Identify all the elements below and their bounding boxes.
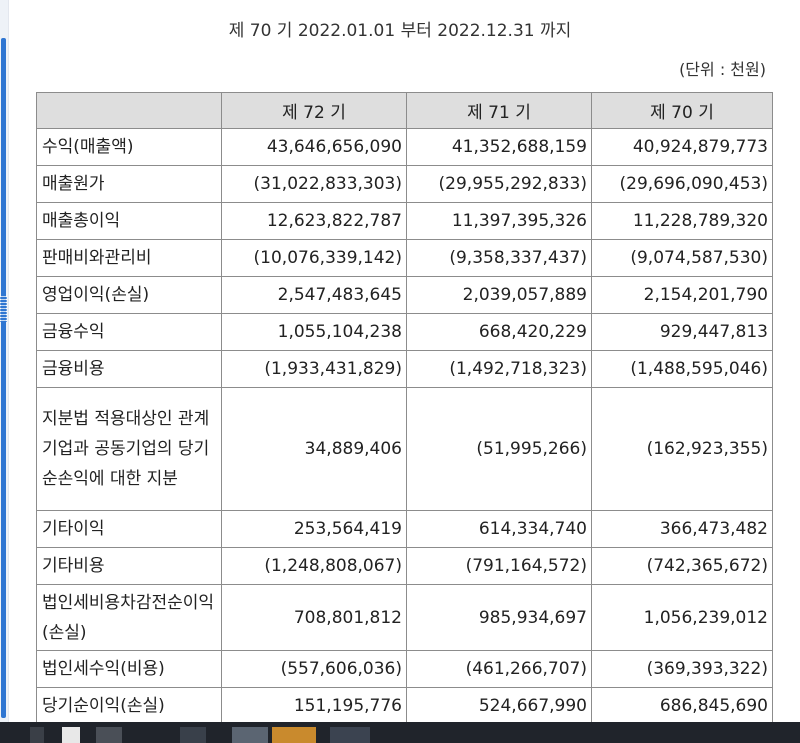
table-row: 영업이익(손실) 2,547,483,645 2,039,057,889 2,1… <box>36 276 773 314</box>
table-cell: 1,055,104,238 <box>221 313 407 351</box>
table-cell: (791,164,572) <box>406 547 592 585</box>
row-label: 매출원가 <box>36 165 222 203</box>
table-cell: 686,845,690 <box>591 687 773 725</box>
unit-label: (단위 : 천원) <box>679 60 766 79</box>
row-label: 영업이익(손실) <box>36 276 222 314</box>
taskbar-app-icon[interactable] <box>330 727 370 743</box>
table-cell: 253,564,419 <box>221 510 407 548</box>
table-row: 법인세수익(비용) (557,606,036) (461,266,707) (3… <box>36 650 773 688</box>
table-cell: 2,039,057,889 <box>406 276 592 314</box>
table-cell: 11,228,789,320 <box>591 202 773 240</box>
row-label: 매출총이익 <box>36 202 222 240</box>
table-cell: 151,195,776 <box>221 687 407 725</box>
taskbar-app-icon[interactable] <box>96 727 122 743</box>
table-row: 당기순이익(손실) 151,195,776 524,667,990 686,84… <box>36 687 773 725</box>
table-cell: (1,492,718,323) <box>406 350 592 388</box>
table-cell: (10,076,339,142) <box>221 239 407 277</box>
table-cell: 929,447,813 <box>591 313 773 351</box>
table-cell: (9,358,337,437) <box>406 239 592 277</box>
column-header: 제 70 기 <box>591 92 773 129</box>
table-row: 매출총이익 12,623,822,787 11,397,395,326 11,2… <box>36 202 773 240</box>
table-cell: 985,934,697 <box>406 584 592 651</box>
table-cell: 2,154,201,790 <box>591 276 773 314</box>
table-cell: 41,352,688,159 <box>406 128 592 166</box>
income-statement-table: 제 72 기 제 71 기 제 70 기 수익(매출액) 43,646,656,… <box>36 92 773 725</box>
table-row: 법인세비용차감전순이익(손실) 708,801,812 985,934,697 … <box>36 584 773 651</box>
column-header <box>36 92 222 129</box>
table-cell: (9,074,587,530) <box>591 239 773 277</box>
table-cell: 366,473,482 <box>591 510 773 548</box>
row-label: 당기순이익(손실) <box>36 687 222 725</box>
taskbar-app-icon[interactable] <box>232 727 268 743</box>
table-cell: (461,266,707) <box>406 650 592 688</box>
row-label: 기타이익 <box>36 510 222 548</box>
scrollbar-grip-icon <box>0 296 7 322</box>
row-label: 금융비용 <box>36 350 222 388</box>
taskbar <box>0 722 800 743</box>
table-row: 수익(매출액) 43,646,656,090 41,352,688,159 40… <box>36 128 773 166</box>
table-cell: 708,801,812 <box>221 584 407 651</box>
table-row: 기타비용 (1,248,808,067) (791,164,572) (742,… <box>36 547 773 585</box>
taskbar-app-icon[interactable] <box>62 727 80 743</box>
table-cell: 11,397,395,326 <box>406 202 592 240</box>
table-cell: (29,955,292,833) <box>406 165 592 203</box>
table-cell: (557,606,036) <box>221 650 407 688</box>
table-cell: 668,420,229 <box>406 313 592 351</box>
table-cell: 34,889,406 <box>221 387 407 511</box>
table-cell: 614,334,740 <box>406 510 592 548</box>
row-label: 법인세비용차감전순이익(손실) <box>36 584 222 651</box>
table-cell: (742,365,672) <box>591 547 773 585</box>
row-label: 기타비용 <box>36 547 222 585</box>
table-cell: 2,547,483,645 <box>221 276 407 314</box>
table-header-row: 제 72 기 제 71 기 제 70 기 <box>36 92 773 129</box>
table-cell: 12,623,822,787 <box>221 202 407 240</box>
table-cell: 40,924,879,773 <box>591 128 773 166</box>
table-cell: (162,923,355) <box>591 387 773 511</box>
table-cell: (29,696,090,453) <box>591 165 773 203</box>
table-cell: (1,933,431,829) <box>221 350 407 388</box>
row-label: 판매비와관리비 <box>36 239 222 277</box>
table-cell: (369,393,322) <box>591 650 773 688</box>
table-row: 금융수익 1,055,104,238 668,420,229 929,447,8… <box>36 313 773 351</box>
table-cell: 43,646,656,090 <box>221 128 407 166</box>
row-label: 법인세수익(비용) <box>36 650 222 688</box>
table-row: 기타이익 253,564,419 614,334,740 366,473,482 <box>36 510 773 548</box>
table-cell: (1,488,595,046) <box>591 350 773 388</box>
table-cell: (51,995,266) <box>406 387 592 511</box>
taskbar-app-icon[interactable] <box>30 727 44 743</box>
taskbar-app-icon[interactable] <box>180 727 206 743</box>
table-row: 지분법 적용대상인 관계기업과 공동기업의 당기순손익에 대한 지분 34,88… <box>36 387 773 511</box>
row-label: 수익(매출액) <box>36 128 222 166</box>
table-cell: 1,056,239,012 <box>591 584 773 651</box>
table-row: 매출원가 (31,022,833,303) (29,955,292,833) (… <box>36 165 773 203</box>
table-cell: 524,667,990 <box>406 687 592 725</box>
row-label: 금융수익 <box>36 313 222 351</box>
column-header: 제 71 기 <box>406 92 592 129</box>
table-row: 금융비용 (1,933,431,829) (1,492,718,323) (1,… <box>36 350 773 388</box>
column-header: 제 72 기 <box>221 92 407 129</box>
row-label: 지분법 적용대상인 관계기업과 공동기업의 당기순손익에 대한 지분 <box>36 387 222 511</box>
vertical-scrollbar[interactable] <box>0 0 9 722</box>
scrollbar-thumb[interactable] <box>1 38 6 718</box>
taskbar-folder-icon[interactable] <box>272 727 316 743</box>
table-cell: (1,248,808,067) <box>221 547 407 585</box>
reporting-period: 제 70 기 2022.01.01 부터 2022.12.31 까지 <box>228 21 572 41</box>
table-row: 판매비와관리비 (10,076,339,142) (9,358,337,437)… <box>36 239 773 277</box>
table-cell: (31,022,833,303) <box>221 165 407 203</box>
